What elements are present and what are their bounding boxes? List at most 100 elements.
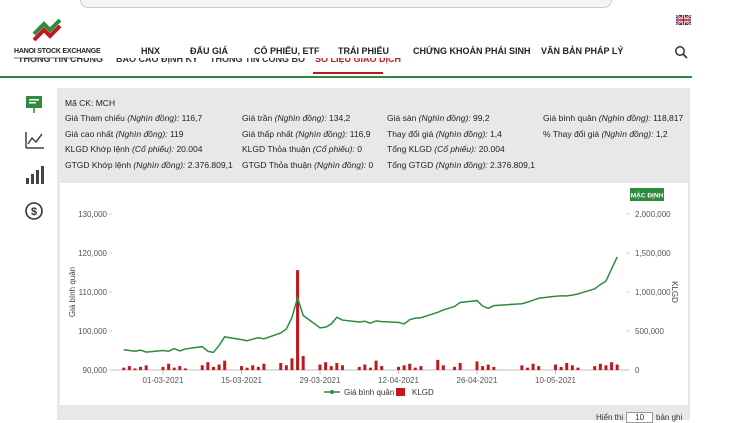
field-label: Tổng KLGD [387, 144, 432, 154]
volume-bar [576, 367, 580, 370]
volume-bar [240, 366, 243, 370]
x-tick-label: 10-05-2021 [535, 376, 576, 385]
volume-bar [357, 366, 361, 370]
y-axis-label: Giá bình quân [68, 267, 77, 317]
volume-bar [251, 365, 255, 370]
volume-bar [436, 359, 440, 370]
default-button[interactable] [630, 188, 664, 201]
y2-tick-label: 0 [635, 366, 640, 375]
info-field: Giá cao nhất (Nghìn đồng): 119 [65, 129, 184, 139]
field-value: 2.376.809,1 [490, 159, 535, 170]
icon-overview[interactable] [26, 96, 42, 113]
volume-bar [363, 364, 367, 370]
field-unit: (Nghìn đồng): [435, 159, 488, 170]
volume-bar [217, 364, 221, 370]
field-unit: (Nghìn đồng): [127, 113, 180, 123]
language-flag[interactable] [676, 15, 691, 25]
y-tick-label: 100,000 [78, 327, 107, 336]
y2-axis-label: KLGD [670, 281, 679, 303]
field-unit: (Nghìn đồng): [133, 159, 186, 170]
logo-icon [32, 18, 62, 42]
symbol-row: Mã CK: MCH [65, 98, 115, 108]
field-value: 119 [169, 128, 184, 139]
tab[interactable]: THÔNG TIN CHUNG [18, 58, 103, 64]
price-line [123, 256, 618, 354]
default-button-label[interactable]: MẶC ĐỊNH [631, 191, 664, 200]
chart-box: MẶC ĐỊNH 90,000 100,000 110,000 120,000 130,0… [60, 183, 688, 405]
field-unit: (Nghìn đồng): [418, 113, 471, 123]
nav-item[interactable]: TRÁI PHIẾU [338, 46, 390, 56]
info-field: % Thay đổi giá (Nghìn đồng): 1,2 [543, 129, 668, 139]
y2-tick-label: 2,000,000 [635, 210, 671, 219]
field-value: 118,817 [653, 113, 684, 123]
volume-bar [183, 368, 187, 370]
volume-bar [368, 367, 372, 370]
search-button[interactable] [674, 45, 688, 59]
icon-bar-chart[interactable] [26, 166, 44, 184]
volume-bar [458, 362, 462, 370]
nav-item[interactable]: VĂN BẢN PHÁP LÝ [541, 46, 624, 56]
pager-suffix: bản ghi [656, 413, 683, 422]
x-tick-label: 29-03-2021 [300, 376, 341, 385]
info-field: Tổng KLGD (Cổ phiếu): 20.004 [387, 144, 505, 154]
volume-bar [139, 366, 143, 370]
tab[interactable]: BÁO CÁO ĐỊNH KỲ [116, 58, 199, 64]
volume-bar [329, 366, 333, 370]
nav-item[interactable]: CHỨNG KHOÁN PHÁI SINH [413, 46, 531, 56]
field-label: GTGD Thỏa thuận [242, 159, 312, 170]
field-unit: (Nghìn đồng): [115, 128, 168, 139]
volume-bar [413, 367, 417, 370]
nav-item[interactable]: HNX [141, 46, 161, 56]
volume-bar [122, 367, 126, 370]
nav-item[interactable]: ĐẤU GIÁ [190, 46, 228, 56]
pager-count[interactable]: 10 [626, 412, 654, 423]
pager-label: Hiển thị [596, 413, 624, 422]
icon-dollar[interactable]: $ [25, 202, 43, 220]
field-label: KLGD Thỏa thuận [242, 144, 311, 154]
field-value: 116,9 [349, 128, 371, 139]
volume-bar [127, 366, 131, 370]
y2-tick-label: 1,500,000 [635, 249, 671, 258]
field-label: Giá thấp nhất [242, 128, 294, 139]
logo-text: HANOI STOCK EXCHANGE [14, 48, 101, 55]
field-label: % Thay đổi giá [543, 128, 600, 139]
volume-bar [559, 366, 563, 370]
pager: Hiển thị 10 bản ghi [596, 412, 682, 423]
field-label: Tổng GTGD [387, 159, 434, 170]
volume-bar [604, 365, 608, 370]
y-tick-label: 90,000 [83, 366, 108, 375]
volume-bar [419, 366, 423, 370]
field-unit: (Cổ phiếu): [434, 144, 477, 154]
field-unit: (Nghìn đồng): [435, 128, 488, 139]
volume-bar [570, 365, 574, 370]
legend-label[interactable]: KLGD [412, 388, 434, 397]
y2-tick-label: 500,000 [635, 327, 664, 336]
volume-bar [475, 361, 479, 370]
icon-line-chart[interactable] [25, 132, 44, 149]
logo-subtitle [14, 57, 80, 59]
field-value: 2.376.809,1 [187, 159, 233, 170]
volume-bar [144, 365, 148, 370]
info-field: GTGD Khớp lệnh (Nghìn đồng): 2.376.809,1 [65, 160, 233, 170]
x-tick-label: 12-04-2021 [378, 376, 419, 385]
volume-bar [206, 362, 210, 370]
tab[interactable]: THÔNG TIN CÔNG BỐ [210, 58, 305, 64]
volume-bar [408, 363, 412, 370]
field-value: 116,7 [181, 113, 203, 123]
info-field: Giá thấp nhất (Nghìn đồng): 116,9 [242, 129, 370, 139]
field-unit: (Cổ phiếu): [312, 144, 355, 154]
volume-bar [290, 358, 294, 370]
legend-label[interactable]: Giá bình quân [344, 388, 394, 397]
x-tick-label: 01-03-2021 [143, 376, 184, 385]
volume-bar [178, 366, 182, 370]
volume-bar [486, 364, 490, 370]
field-unit: (Nghìn đồng): [598, 113, 651, 123]
info-field: KLGD Thỏa thuận (Cổ phiếu): 0 [242, 144, 362, 154]
tab[interactable]: SỐ LIỆU GIAO DỊCH [315, 58, 402, 64]
volume-bar [402, 365, 406, 370]
volume-bar [380, 366, 384, 370]
nav-item[interactable]: CỔ PHIẾU, ETF [254, 46, 320, 56]
volume-bar [340, 365, 344, 370]
field-value: 0 [357, 144, 362, 154]
field-value: 0 [368, 159, 374, 170]
